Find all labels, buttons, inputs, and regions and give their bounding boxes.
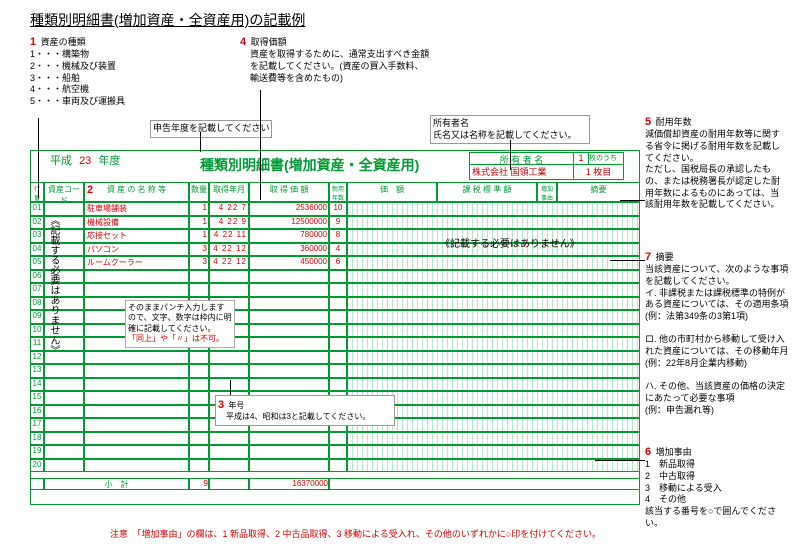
callout-5-num: 5 <box>645 115 651 129</box>
col-tax: 課 税 標 準 額 <box>437 182 537 202</box>
note-punch-warn: 「同上」や「〃」は不可。 <box>128 334 224 343</box>
subtotal-label: 小 計 <box>44 478 189 490</box>
callout-1-line-2: 3・・・船舶 <box>30 73 80 83</box>
callout-6-line-0: 1 新品取得 <box>645 459 695 469</box>
col-name: 2 資 産 の 名 称 等 <box>84 182 189 202</box>
callout-3: 3 年号 平成は4、昭和は3と記載してください。 <box>215 395 395 426</box>
leader-4 <box>260 90 261 200</box>
leader-7 <box>610 260 645 261</box>
leader-1 <box>38 118 39 198</box>
table-row: 05ルームクーラー34 22 124500006 <box>30 256 640 270</box>
callout-5-body: 減価償却資産の耐用年数等に関する省令に掲げる耐用年数を記載してください。 ただし… <box>645 129 780 209</box>
callout-6-line-4: 該当する番号を○で囲んでください。 <box>645 506 776 528</box>
note-year: 申告年度を記載してください <box>150 120 272 138</box>
bottom-note: 注意 「増加事由」の欄は、1 新品取得、2 中古品取得、3 移動による受入れ、そ… <box>110 527 601 540</box>
table-row: 19 <box>30 445 640 459</box>
table-row: 09 <box>30 310 640 324</box>
page-title: 種類別明細書(増加資産・全資産用)の記載例 <box>30 10 305 30</box>
callout-3-title: 年号 <box>228 401 244 410</box>
col-reason: 増加事由 <box>537 182 557 202</box>
note-punch-body: そのままパンチ入力しますので、文字、数字は枠内に明確に記載してください。 <box>128 303 232 333</box>
table-row: 11 <box>30 337 640 351</box>
callout-6: 6 増加事由 1 新品取得 2 中古取得 3 移動による受入 4 その他 該当す… <box>645 445 785 529</box>
callout-4-num: 4 <box>240 35 246 49</box>
subtotal-qty: 9 <box>189 478 209 490</box>
callout-6-line-2: 3 移動による受入 <box>645 483 722 493</box>
col-code: 資産コード <box>44 182 84 202</box>
note-punch: そのままパンチ入力しますので、文字、数字は枠内に明確に記載してください。 「同上… <box>125 300 235 348</box>
callout-7: 7 摘要 当該資産について、次のような事項を記載してください。 イ. 非課税また… <box>645 250 790 416</box>
leader-owner <box>510 140 511 170</box>
col-date: 取得年月 <box>209 182 249 202</box>
callout-1-line-1: 2・・・機械及び装置 <box>30 61 116 71</box>
callout-7-title: 摘要 <box>656 252 674 262</box>
vertical-note-left: 《記載する必要はありません》 <box>46 215 61 395</box>
col-rownum: 行番号 <box>30 182 44 202</box>
col-note: 摘要 <box>557 182 640 202</box>
note-right-box: 《記載する必要はありません》 <box>440 235 580 250</box>
note-owner-title: 所有者名 <box>433 118 469 128</box>
subtotal-cost: 16370000 <box>249 478 329 490</box>
callout-1-line-4: 5・・・車両及び運搬具 <box>30 96 125 106</box>
callout-4-title: 取得価額 <box>251 37 287 47</box>
callout-4-body: 資産を取得するために、通常支出すべき金額を記載してください。(資産の買入手数料、… <box>250 49 430 84</box>
col-cost: 取 得 価 額 <box>249 182 329 202</box>
col-value: 価 額 <box>347 182 437 202</box>
callout-6-title: 増加事由 <box>656 447 692 457</box>
subtotal-row: 小 計 9 16370000 <box>30 478 640 490</box>
callout-5: 5 耐用年数 減価償却資産の耐用年数等に関する省令に掲げる耐用年数を記載してくだ… <box>645 115 785 211</box>
table-row: 02機械設備14 22 9125000009 <box>30 216 640 230</box>
table-row: 08 <box>30 297 640 311</box>
callout-2-num: 2 <box>87 184 93 196</box>
table-row: 13 <box>30 364 640 378</box>
table-row: 07 <box>30 283 640 297</box>
leader-6 <box>595 460 645 461</box>
table-row: 10 <box>30 324 640 338</box>
col-name-label: 資 産 の 名 称 等 <box>107 185 166 194</box>
callout-7-num: 7 <box>645 250 651 264</box>
callout-6-line-1: 2 中古取得 <box>645 471 695 481</box>
grid-header: 行番号 資産コード 2 資 産 の 名 称 等 数量 取得年月 取 得 価 額 … <box>30 182 640 202</box>
table-row: 14 <box>30 378 640 392</box>
leader-year <box>200 132 201 152</box>
callout-1-line-3: 4・・・航空機 <box>30 84 89 94</box>
callout-4: 4 取得価額 資産を取得するために、通常支出すべき金額を記載してください。(資産… <box>240 35 430 84</box>
col-qty: 数量 <box>189 182 209 202</box>
callout-1-line-0: 1・・・構築物 <box>30 49 89 59</box>
callout-3-body: 平成は4、昭和は3と記載してください。 <box>226 412 370 421</box>
note-owner-body: 氏名又は名称を記載してください。 <box>433 130 576 140</box>
table-row: 01駐車場舗装14 22 7253600010 <box>30 202 640 216</box>
callout-3-num: 3 <box>218 398 224 412</box>
table-row: 20 <box>30 459 640 473</box>
callout-1-title: 資産の種類 <box>41 37 86 47</box>
callout-7-body: 当該資産について、次のような事項を記載してください。 イ. 非課税または課税標準… <box>645 264 789 414</box>
table-row: 12 <box>30 351 640 365</box>
table-row: 18 <box>30 432 640 446</box>
callout-1: 1 資産の種類 1・・・構築物 2・・・機械及び装置 3・・・船舶 4・・・航空… <box>30 35 160 108</box>
table-row: 06 <box>30 270 640 284</box>
leader-5 <box>620 200 645 201</box>
leader-3 <box>230 380 231 395</box>
callout-1-num: 1 <box>30 35 36 49</box>
col-life: 耐用年数 <box>329 182 347 202</box>
callout-6-num: 6 <box>645 445 651 459</box>
callout-6-line-3: 4 その他 <box>645 494 686 504</box>
callout-5-title: 耐用年数 <box>656 117 692 127</box>
